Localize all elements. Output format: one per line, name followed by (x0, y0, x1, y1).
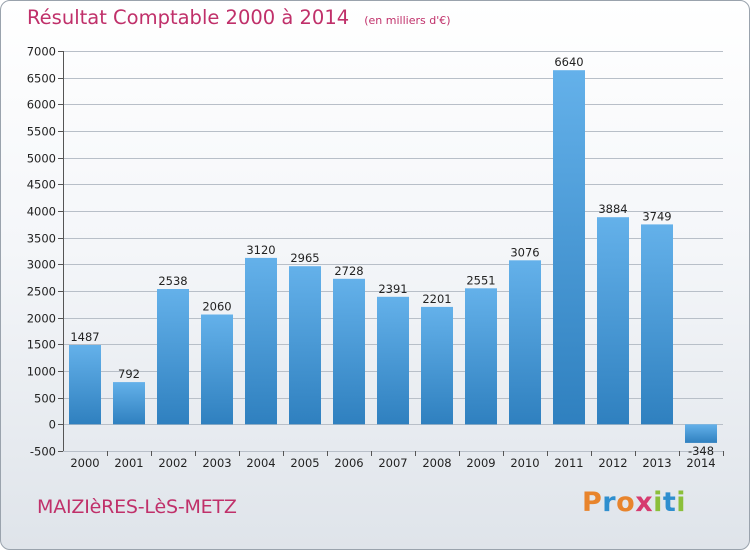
data-label: 792 (118, 367, 140, 381)
x-tick-label: 2009 (466, 456, 495, 470)
data-label: 2538 (158, 274, 187, 288)
data-label: 3076 (510, 245, 539, 259)
y-tick-label: 5000 (27, 152, 56, 166)
data-label: 3120 (246, 243, 275, 257)
y-tick-label: 6500 (27, 72, 56, 86)
data-label: 3749 (642, 209, 671, 223)
data-label: 2551 (466, 273, 495, 287)
axes (58, 51, 724, 456)
x-tick-label: 2014 (686, 456, 715, 470)
y-tick-label: -500 (30, 445, 56, 459)
y-tick-label: 500 (34, 392, 56, 406)
y-tick-label: 3500 (27, 232, 56, 246)
x-tick-label: 2011 (554, 456, 583, 470)
y-tick-label: 1000 (27, 365, 56, 379)
bar (113, 382, 145, 425)
bar (201, 314, 233, 425)
y-tick-label: 3000 (27, 258, 56, 272)
x-tick-label: 2006 (334, 456, 363, 470)
bar (245, 257, 277, 425)
bars (69, 70, 717, 443)
x-tick-label: 2008 (422, 456, 451, 470)
y-tick-label: 1500 (27, 338, 56, 352)
data-label: -348 (688, 444, 714, 458)
bar (289, 266, 321, 425)
logo-letter: i (676, 487, 687, 518)
data-label: 3884 (598, 202, 627, 216)
x-tick-label: 2004 (246, 456, 275, 470)
y-tick-label: 7000 (27, 45, 56, 59)
y-tick-label: 2500 (27, 285, 56, 299)
y-tick-label: 5500 (27, 125, 56, 139)
logo-letter: i (653, 487, 663, 518)
logo-letter: o (616, 487, 636, 518)
y-tick-label: 0 (49, 418, 56, 432)
x-tick-label: 2013 (642, 456, 671, 470)
bar (641, 224, 673, 425)
x-tick-label: 2005 (290, 456, 319, 470)
x-tick-label: 2012 (598, 456, 627, 470)
bar (465, 288, 497, 425)
logo-letter: t (662, 487, 677, 518)
bar (421, 306, 453, 425)
y-tick-label: 2000 (27, 312, 56, 326)
bar (69, 345, 101, 425)
chart-title: Résultat Comptable 2000 à 2014 (27, 6, 350, 29)
data-label: 2728 (334, 264, 363, 278)
y-tick-label: 4500 (27, 178, 56, 192)
bar (553, 70, 585, 425)
chart-unit-note: (en milliers d'€) (364, 14, 451, 27)
logo-letter: P (582, 487, 603, 518)
bar (377, 296, 409, 425)
y-tick-labels: -500 0 500 1000 1500 2000 2500 3000 3500 4000 4500… (27, 45, 56, 459)
y-tick-label: 6000 (27, 98, 56, 112)
logo-letter: r (602, 487, 617, 518)
x-tick-label: 2007 (378, 456, 407, 470)
x-tick-label: 2010 (510, 456, 539, 470)
bar (509, 260, 541, 425)
bar (685, 424, 717, 443)
data-label: 6640 (554, 55, 583, 69)
y-tick-label: 4000 (27, 205, 56, 219)
data-label: 2391 (378, 282, 407, 296)
title-row: Résultat Comptable 2000 à 2014 (en milli… (27, 6, 451, 29)
bar (157, 289, 189, 425)
logo-letter: x (635, 487, 654, 518)
bar (597, 217, 629, 425)
data-label: 2201 (422, 292, 451, 306)
x-tick-labels: 2000 2001 2002 2003 2004 2005 2006 2007 2008 2009… (70, 456, 715, 470)
x-tick-label: 2001 (114, 456, 143, 470)
data-label: 2060 (202, 300, 231, 314)
x-tick-label: 2003 (202, 456, 231, 470)
data-label: 1487 (70, 330, 99, 344)
x-tick-label: 2002 (158, 456, 187, 470)
x-tick-label: 2000 (70, 456, 99, 470)
data-label: 2965 (290, 251, 319, 265)
proxiti-logo[interactable]: Proxiti (582, 487, 686, 518)
bar (333, 278, 365, 425)
commune-name: MAIZIèRES-LèS-METZ (37, 496, 237, 518)
data-labels: 1487 792 2538 2060 3120 2965 2728 2391 2201 2551 3… (70, 55, 714, 458)
